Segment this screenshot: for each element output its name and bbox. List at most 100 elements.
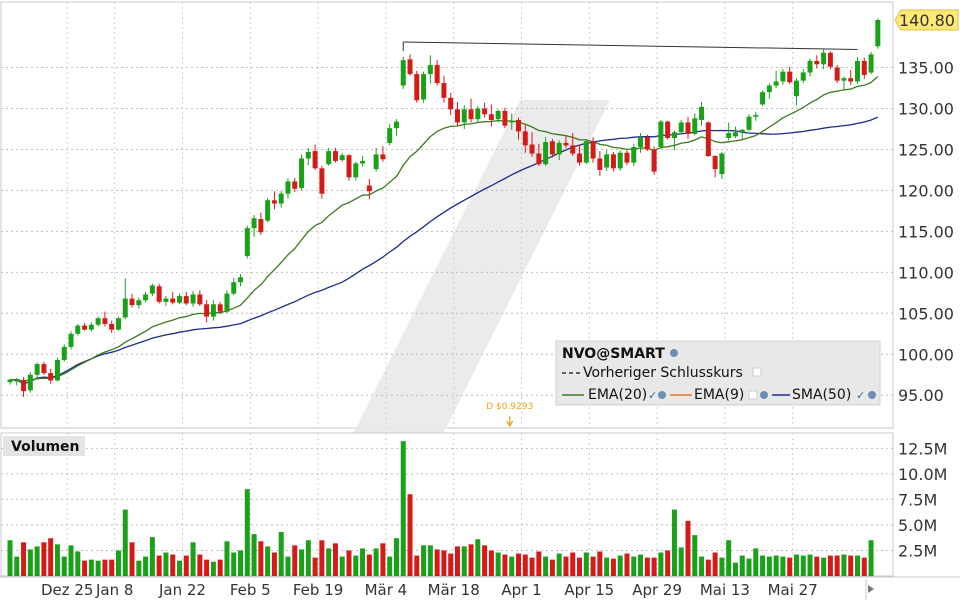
candle (875, 20, 881, 47)
candle (563, 142, 569, 146)
prev-close-toggle[interactable] (752, 367, 762, 377)
volume-bar (366, 554, 372, 576)
volume-bar (841, 554, 847, 576)
volume-bar (285, 556, 291, 576)
volume-bar (414, 555, 420, 576)
volume-bar (468, 544, 474, 576)
candle (543, 142, 549, 165)
date-tick-label: Dez 25 (41, 581, 94, 599)
candle (217, 304, 223, 312)
candle (583, 141, 589, 163)
volume-bar (549, 559, 555, 576)
volume-bar (448, 553, 454, 576)
candle (617, 152, 623, 169)
candle (760, 92, 766, 105)
volume-bar (671, 509, 677, 576)
candle (834, 67, 840, 81)
volume-bar (705, 559, 711, 576)
candle (454, 109, 460, 123)
candle (448, 97, 454, 110)
date-tick-label: Feb 19 (293, 581, 343, 599)
candle (75, 325, 81, 334)
volume-bar (475, 539, 481, 576)
ema20-settings-icon[interactable] (658, 391, 666, 399)
candle (21, 380, 27, 392)
legend-sma50: SMA(50) (792, 387, 851, 403)
candle (488, 114, 494, 120)
volume-bar (183, 555, 189, 576)
sma50-settings-icon[interactable] (868, 391, 876, 399)
dividend-label: D $0.9293 (486, 402, 533, 412)
scroll-right-icon[interactable] (868, 585, 874, 593)
volume-bar (638, 554, 644, 576)
volume-bar (529, 557, 535, 576)
candle (841, 78, 847, 81)
candle (644, 137, 650, 150)
candle (353, 163, 359, 178)
volume-bar (393, 538, 399, 576)
dividend-arrow-icon (506, 416, 514, 428)
candle (678, 122, 684, 133)
candle (658, 121, 664, 148)
candle (82, 325, 88, 330)
volume-tick-label: 7.5M (898, 490, 937, 509)
volume-bar (699, 556, 705, 576)
symbol-settings-icon[interactable] (670, 349, 678, 357)
candle (522, 131, 528, 146)
candle (604, 154, 610, 168)
candle (88, 324, 94, 330)
candle (421, 74, 427, 100)
candle (393, 121, 399, 129)
ema9-settings-icon[interactable] (760, 391, 768, 399)
candle (556, 142, 562, 155)
candle (692, 118, 698, 134)
candle (631, 147, 637, 163)
candle (793, 80, 799, 97)
volume-bar (577, 557, 583, 576)
candle (258, 219, 264, 233)
candle (244, 228, 250, 256)
candle (868, 54, 874, 73)
candle (271, 200, 277, 204)
candle (265, 200, 271, 221)
volume-bar (27, 549, 33, 576)
volume-bar (380, 543, 386, 576)
candle (163, 298, 169, 302)
volume-tick-label: 5.0M (898, 516, 937, 535)
candle (665, 121, 671, 138)
ema9-toggle[interactable] (748, 390, 758, 400)
candle (827, 52, 833, 67)
volume-bar (122, 509, 128, 576)
candle (102, 318, 108, 324)
candle (292, 181, 298, 189)
candle (7, 379, 13, 383)
volume-bar (54, 544, 60, 576)
price-tick-label: 95.00 (898, 386, 944, 405)
sma50-check-icon[interactable]: ✓ (856, 389, 865, 402)
candle (312, 151, 318, 169)
candle (278, 193, 284, 204)
price-tick-label: 100.00 (898, 345, 954, 364)
ema20-check-icon[interactable]: ✓ (648, 389, 657, 402)
volume-bar (516, 553, 521, 576)
volume-bar (129, 542, 135, 576)
candle (380, 154, 386, 160)
volume-bar (68, 545, 74, 576)
candle (373, 154, 379, 170)
volume-bar (712, 552, 718, 576)
volume-bar (204, 559, 210, 576)
candle (177, 296, 182, 303)
candle (536, 153, 542, 165)
volume-bar (488, 550, 494, 576)
candle (183, 296, 189, 304)
date-tick-label: Apr 15 (564, 581, 614, 599)
candle (787, 71, 793, 83)
candle (746, 116, 752, 130)
volume-title: Volumen (11, 439, 80, 455)
volume-bar (746, 558, 752, 576)
candle (577, 153, 583, 163)
volume-bar (434, 549, 440, 576)
candle (495, 110, 501, 120)
date-tick-label: Mai 27 (768, 581, 818, 599)
volume-bar (583, 552, 589, 576)
